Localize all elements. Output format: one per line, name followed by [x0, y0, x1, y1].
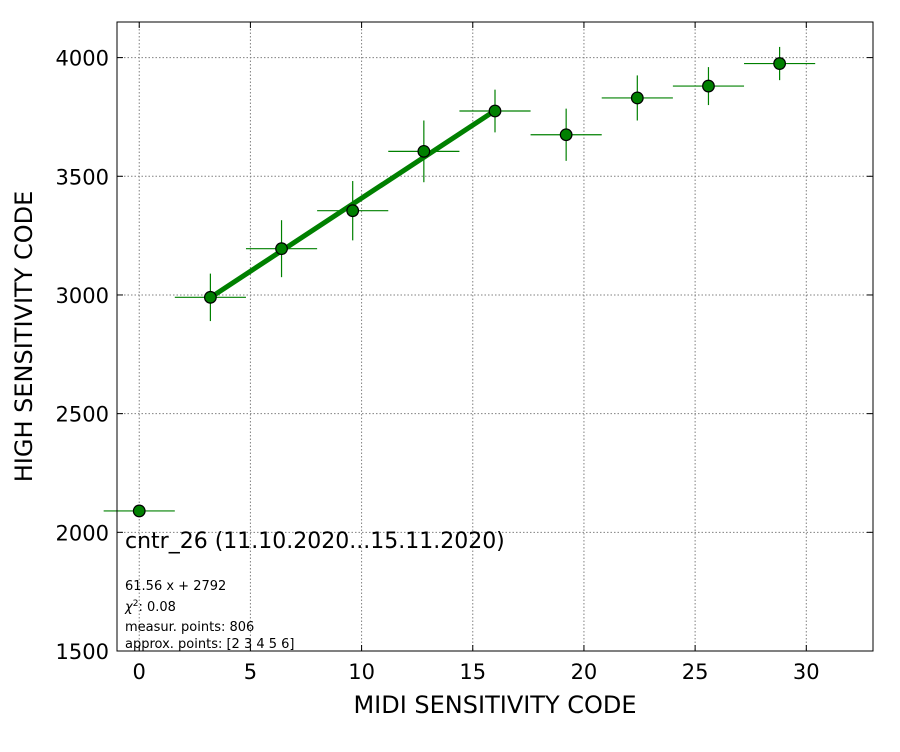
data-point — [346, 204, 360, 218]
annotation-title: cntr_26 (11.10.2020...15.11.2020) — [125, 529, 505, 554]
x-tick-label: 30 — [793, 660, 820, 684]
y-tick-label: 2000 — [56, 521, 109, 545]
y-axis-label: HIGH SENSITIVITY CODE — [10, 191, 38, 483]
chi2-superscript: 2 — [133, 599, 139, 609]
data-point — [630, 91, 644, 105]
y-tick-label: 3000 — [56, 284, 109, 308]
annotation-equation: 61.56 x + 2792 — [125, 579, 226, 594]
ticks-layer: 0 5 10 15 20 25 30 1500 2000 2500 3000 3500 4000 — [56, 22, 873, 684]
data-point — [488, 104, 502, 118]
x-axis-label: MIDI SENSITIVITY CODE — [353, 691, 636, 719]
x-tick-label: 15 — [459, 660, 486, 684]
chi2-symbol: χ — [124, 600, 134, 615]
y-tick-label: 4000 — [56, 47, 109, 71]
data-point — [417, 144, 431, 158]
y-tick-label: 3500 — [56, 165, 109, 189]
data-point — [702, 79, 715, 93]
data-point — [559, 128, 573, 142]
data-point — [132, 504, 146, 518]
fit-line — [207, 108, 498, 301]
annotation-chi2: χ2: 0.08 — [124, 599, 176, 615]
x-tick-label: 25 — [682, 660, 709, 684]
points-layer — [132, 57, 787, 518]
plot-frame — [116, 21, 874, 652]
fit-line-layer — [207, 108, 498, 301]
annotation-measur-points: measur. points: 806 — [125, 620, 254, 635]
x-tick-label: 20 — [571, 660, 598, 684]
chi2-value: : 0.08 — [138, 600, 175, 615]
x-tick-label: 10 — [348, 660, 375, 684]
y-tick-label: 2500 — [56, 403, 109, 427]
y-tick-label: 1500 — [56, 640, 109, 664]
data-point — [773, 57, 787, 70]
x-tick-label: 5 — [244, 660, 257, 684]
annotation-approx-points: approx. points: [2 3 4 5 6] — [125, 637, 295, 652]
data-point — [275, 242, 288, 256]
data-point — [203, 290, 217, 304]
x-tick-label: 0 — [133, 660, 146, 684]
